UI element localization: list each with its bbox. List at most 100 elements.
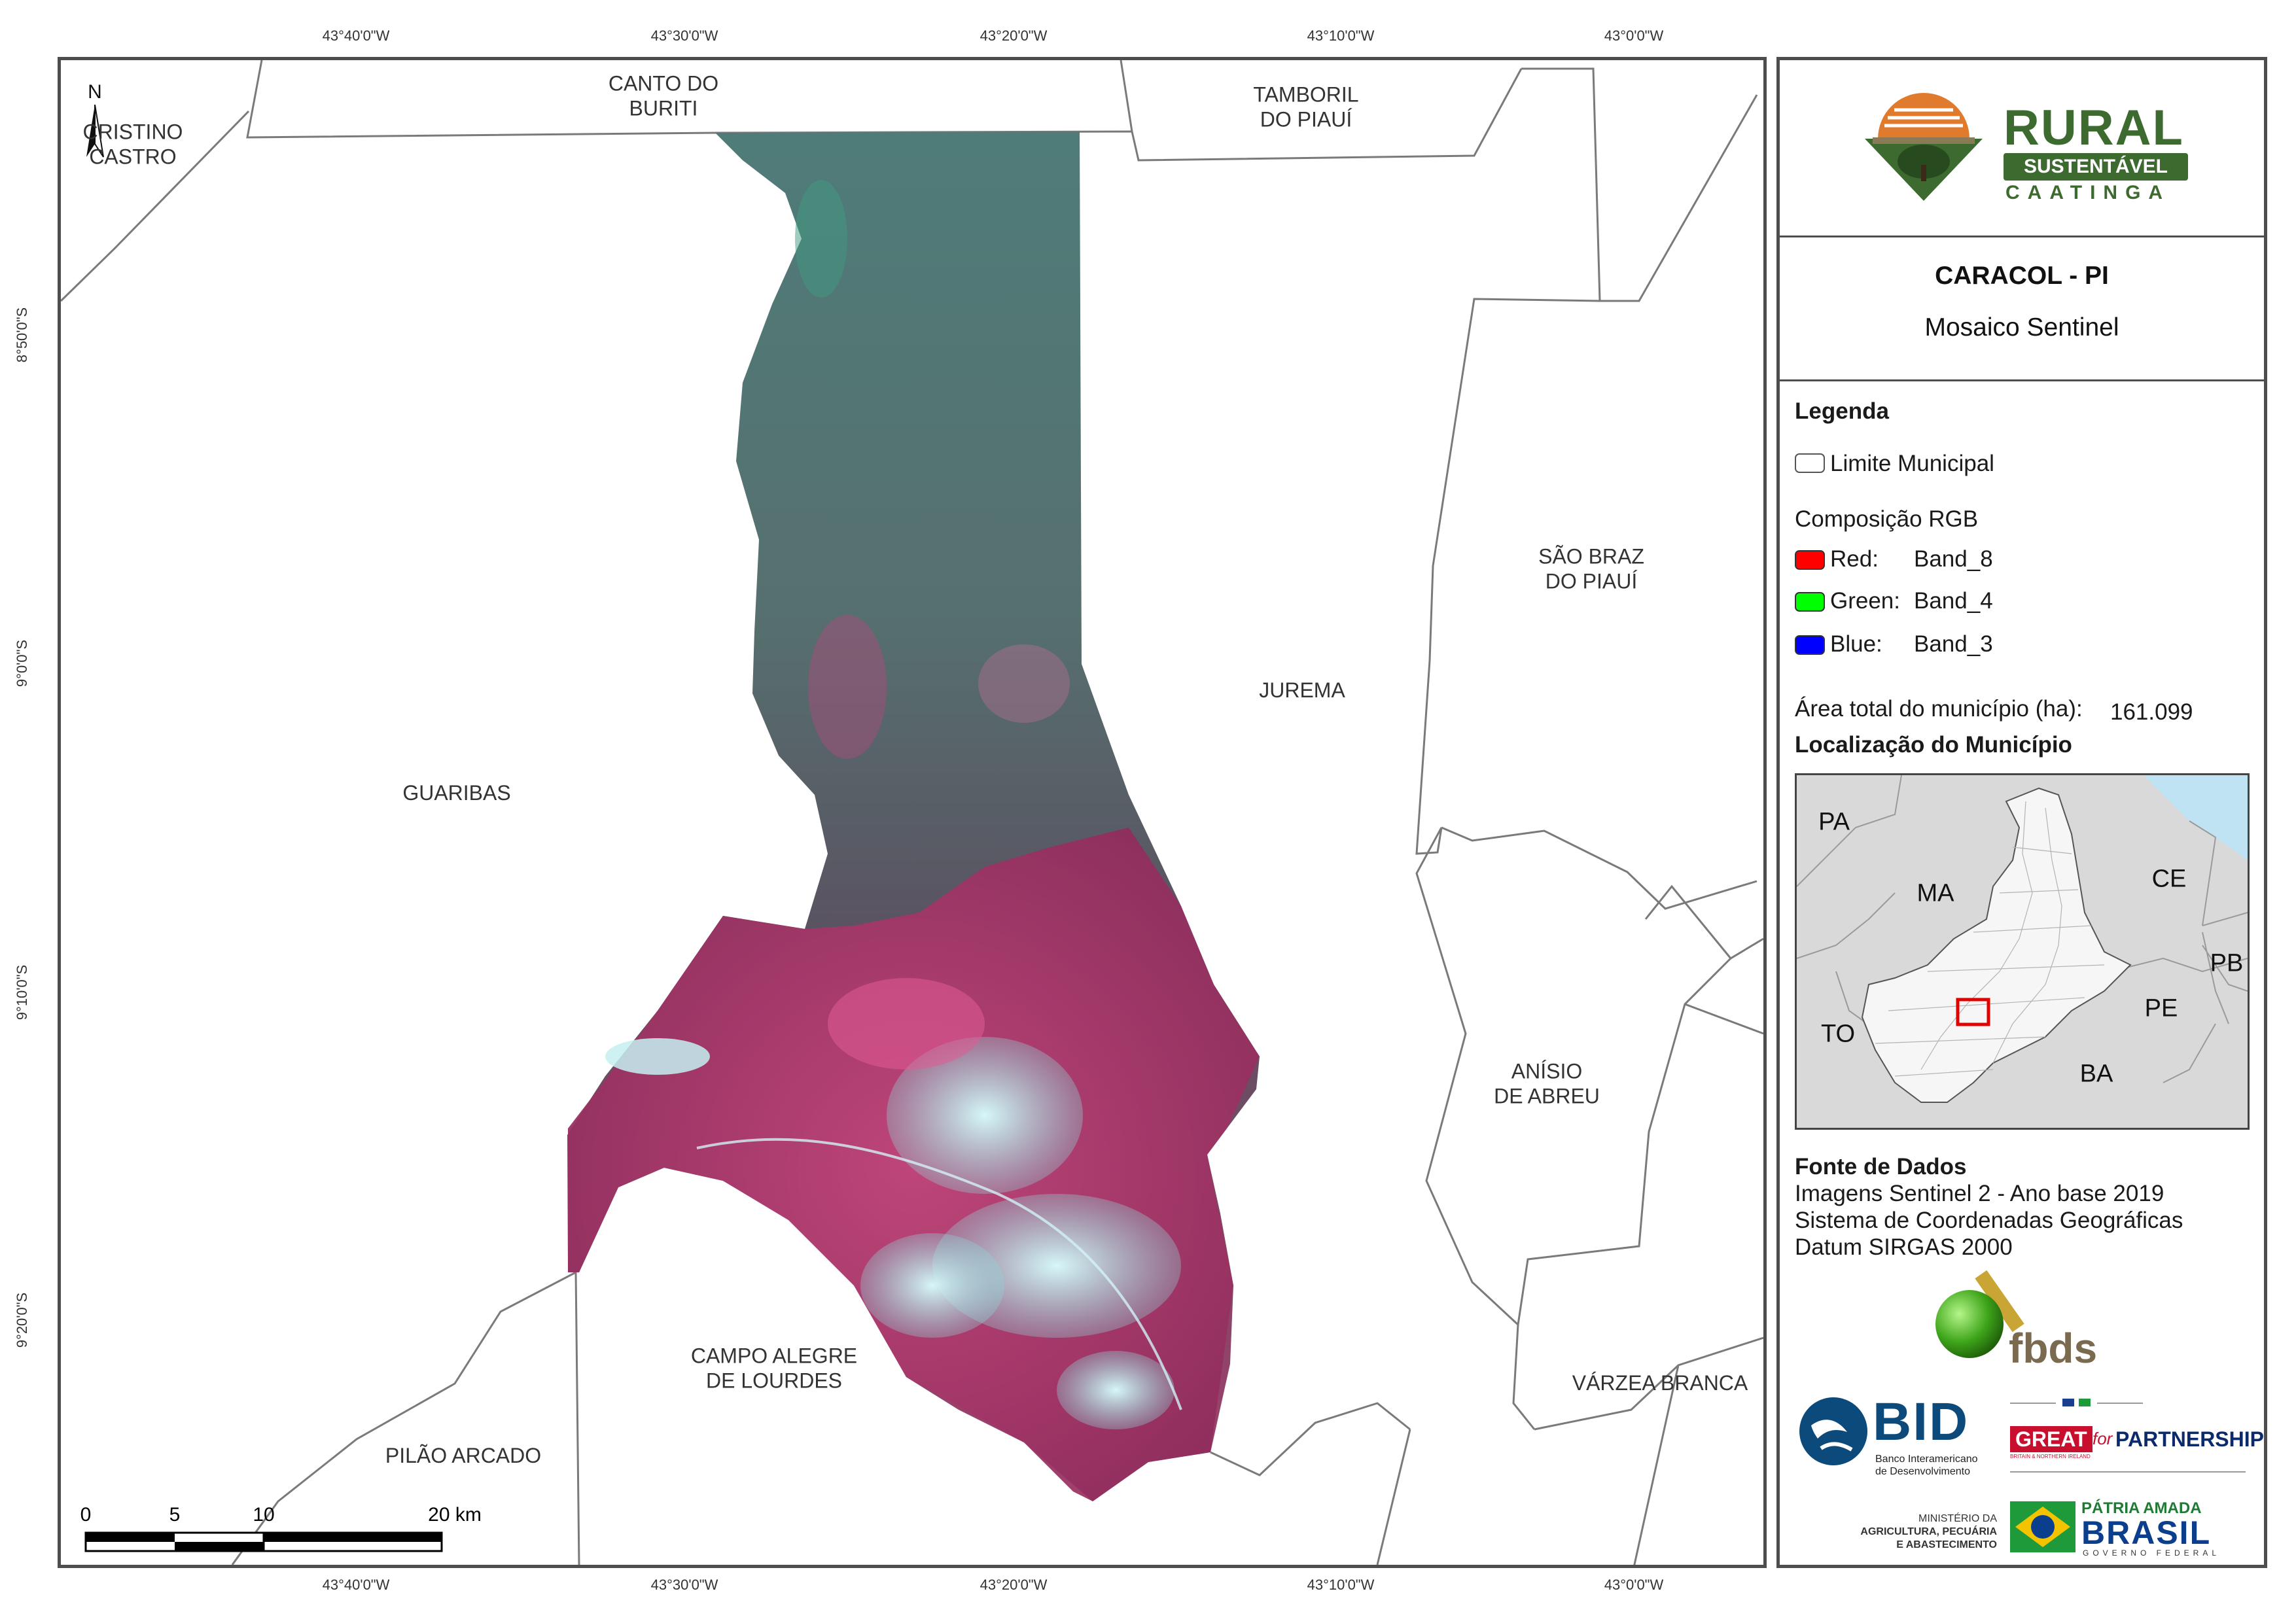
band-red-band: Band_8 — [1914, 546, 1993, 572]
inset-label-pb: PB — [2210, 949, 2244, 977]
label-varzea-branca: VÁRZEA BRANCA — [1572, 1370, 1748, 1395]
label-campo-alegre-de-lourdes: CAMPO ALEGRE DE LOURDES — [690, 1344, 858, 1393]
label-tamboril-do-piaui: TAMBORIL DO PIAUÍ — [1253, 82, 1359, 131]
imagery-vegetation — [828, 978, 985, 1070]
source-line-3: Datum SIRGAS 2000 — [1795, 1234, 2013, 1260]
panel-divider — [1780, 379, 2264, 381]
label-guaribas: GUARIBAS — [402, 780, 511, 805]
lat-tick-3: 9°10'0"S — [14, 964, 30, 1021]
great-subtitle: BRITAIN & NORTHERN IRELAND — [2010, 1454, 2091, 1459]
label-jurema: JUREMA — [1259, 678, 1345, 702]
lon-tick-top-5: 43°0'0"W — [1604, 27, 1664, 44]
lon-tick-top-4: 43°10'0"W — [1307, 27, 1375, 44]
logo-rural-text: RURAL — [2004, 100, 2184, 156]
brasil-wordmark: BRASIL — [2081, 1514, 2212, 1551]
source-line-1: Imagens Sentinel 2 - Ano base 2019 — [1795, 1181, 2164, 1206]
ministry-line-2: AGRICULTURA, PECUÁRIA — [1860, 1526, 1997, 1537]
map-frame[interactable]: N 0 5 10 20 km — [58, 57, 1767, 1568]
label-canto-do-buriti: CANTO DO BURITI — [608, 71, 719, 120]
band-green-band: Band_4 — [1914, 588, 1993, 614]
bid-line-2: de Desenvolvimento — [1875, 1466, 1970, 1477]
lon-tick-bottom-1: 43°40'0"W — [322, 1577, 390, 1593]
lat-tick-1: 8°50'0"S — [14, 307, 30, 363]
imagery-vegetation — [795, 180, 847, 298]
location-inset-map — [1797, 775, 2248, 1103]
lon-tick-bottom-5: 43°0'0"W — [1604, 1577, 1664, 1593]
ministry-line-1: MINISTÉRIO DA — [1918, 1513, 1997, 1524]
inset-label-ce: CE — [2151, 865, 2187, 893]
bid-acronym: BID — [1873, 1392, 1969, 1452]
label-pilao-arcado: PILÃO ARCADO — [385, 1443, 542, 1467]
logo-caatinga-text: CAATINGA — [2005, 182, 2171, 203]
imagery-cleared-area — [1057, 1351, 1174, 1429]
map-subtitle: Mosaico Sentinel — [1924, 313, 2119, 341]
lat-tick-2: 9°0'0"S — [14, 639, 30, 688]
inset-label-ba: BA — [2079, 1060, 2113, 1088]
imagery-vegetation — [808, 615, 887, 759]
scale-label-20: 20 km — [428, 1504, 482, 1526]
scale-label-10: 10 — [253, 1504, 274, 1526]
map-title: CARACOL - PI — [1935, 262, 2109, 290]
imagery-cleared-area — [860, 1233, 1004, 1338]
imagery-cleared-area — [887, 1037, 1083, 1194]
area-label: Área total do município (ha): — [1795, 696, 2083, 722]
lon-tick-bottom-2: 43°30'0"W — [650, 1577, 718, 1593]
band-blue-swatch — [1795, 635, 1825, 655]
band-blue-channel: Blue: — [1830, 631, 1882, 657]
legend-panel: RURAL SUSTENTÁVEL CAATINGA CARACOL - PI … — [1776, 57, 2267, 1568]
lat-tick-4: 9°20'0"S — [14, 1292, 30, 1348]
rgb-title: Composição RGB — [1795, 506, 1979, 532]
band-green-channel: Green: — [1830, 588, 1900, 614]
great-partnership: PARTNERSHIP — [2115, 1427, 2264, 1451]
great-rule — [2097, 1403, 2143, 1404]
rural-sustentavel-logo-icon — [1865, 93, 1983, 201]
caracol-location-marker — [1956, 998, 1990, 1026]
inset-label-pe: PE — [2144, 994, 2178, 1022]
scale-label-0: 0 — [80, 1504, 92, 1526]
ministry-block: MINISTÉRIO DA AGRICULTURA, PECUÁRIA E AB… — [1840, 1512, 1997, 1552]
imagery-cleared-area — [605, 1038, 710, 1075]
location-inset: PA MA CE PB PE TO BA — [1795, 773, 2250, 1130]
lon-tick-bottom-4: 43°10'0"W — [1307, 1577, 1375, 1593]
area-value: 161.099 — [2110, 699, 2193, 725]
source-title: Fonte de Dados — [1795, 1154, 1967, 1179]
imagery-road — [696, 1138, 1182, 1410]
brasil-flag-logo-icon — [2010, 1501, 2075, 1552]
ministry-line-3: E ABASTECIMENTO — [1896, 1539, 1997, 1550]
great-rule — [2010, 1403, 2056, 1404]
label-anisio-de-abreu: ANÍSIO DE ABREU — [1494, 1059, 1600, 1108]
great-rule — [2010, 1471, 2246, 1473]
municipal-boundaries — [61, 60, 1763, 1565]
inset-label-pa: PA — [1818, 808, 1850, 836]
scale-label-5: 5 — [169, 1504, 181, 1526]
caracol-imagery — [567, 131, 1260, 1501]
map-canvas: N 0 5 10 20 km — [61, 60, 1763, 1565]
limit-swatch — [1795, 453, 1825, 473]
source-line-2: Sistema de Coordenadas Geográficas — [1795, 1208, 2183, 1233]
inset-label-to: TO — [1820, 1020, 1856, 1048]
fbds-text: fbds — [2009, 1325, 2098, 1372]
logo-sustentavel-text: SUSTENTÁVEL — [2004, 153, 2188, 181]
brazil-flag-icon — [2079, 1399, 2091, 1406]
label-sao-braz-do-piaui: SÃO BRAZ DO PIAUÍ — [1538, 544, 1644, 593]
uk-flag-icon — [2062, 1399, 2074, 1406]
location-title: Localização do Município — [1795, 732, 2072, 758]
lon-tick-top-3: 43°20'0"W — [980, 27, 1048, 44]
lon-tick-bottom-3: 43°20'0"W — [980, 1577, 1048, 1593]
label-cristino-castro: CRISTINO CASTRO — [82, 120, 183, 169]
lon-tick-top-1: 43°40'0"W — [322, 27, 390, 44]
great-badge: GREAT — [2010, 1426, 2093, 1452]
panel-divider — [1780, 236, 2264, 237]
band-green-swatch — [1795, 592, 1825, 612]
band-red-channel: Red: — [1830, 546, 1879, 572]
brasil-gov: GOVERNO FEDERAL — [2083, 1548, 2221, 1558]
limit-label: Limite Municipal — [1830, 451, 1994, 476]
great-for: for — [2093, 1429, 2113, 1448]
brasil-patria: PÁTRIA AMADA — [2081, 1499, 2202, 1517]
bid-line-1: Banco Interamericano — [1875, 1454, 1978, 1465]
band-red-swatch — [1795, 550, 1825, 570]
legend-title: Legenda — [1795, 398, 1889, 424]
band-blue-band: Band_3 — [1914, 631, 1993, 657]
lon-tick-top-2: 43°30'0"W — [650, 27, 718, 44]
fbds-logo-icon — [1935, 1270, 2024, 1358]
